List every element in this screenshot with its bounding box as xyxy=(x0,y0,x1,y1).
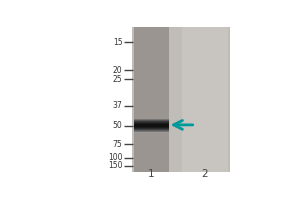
Bar xyxy=(182,27,228,172)
Text: 37: 37 xyxy=(112,101,122,110)
Bar xyxy=(134,122,169,123)
Bar xyxy=(134,27,169,172)
Bar xyxy=(134,127,169,128)
Bar xyxy=(132,27,230,172)
Bar xyxy=(134,132,169,133)
Text: 75: 75 xyxy=(112,140,122,149)
Bar xyxy=(134,129,169,130)
Text: 150: 150 xyxy=(108,161,122,170)
Bar xyxy=(134,131,169,132)
Text: 1: 1 xyxy=(148,169,155,179)
Bar xyxy=(134,128,169,129)
Text: 15: 15 xyxy=(113,38,122,47)
Bar xyxy=(134,126,169,127)
Text: 20: 20 xyxy=(113,66,122,75)
Text: 50: 50 xyxy=(112,121,122,130)
Bar xyxy=(134,125,169,126)
Bar xyxy=(134,124,169,125)
Text: 25: 25 xyxy=(113,75,122,84)
Bar xyxy=(134,120,169,121)
Bar xyxy=(134,119,169,120)
Bar xyxy=(134,123,169,124)
Text: 2: 2 xyxy=(202,169,208,179)
Bar xyxy=(134,130,169,131)
Text: 100: 100 xyxy=(108,153,122,162)
Bar xyxy=(134,121,169,122)
